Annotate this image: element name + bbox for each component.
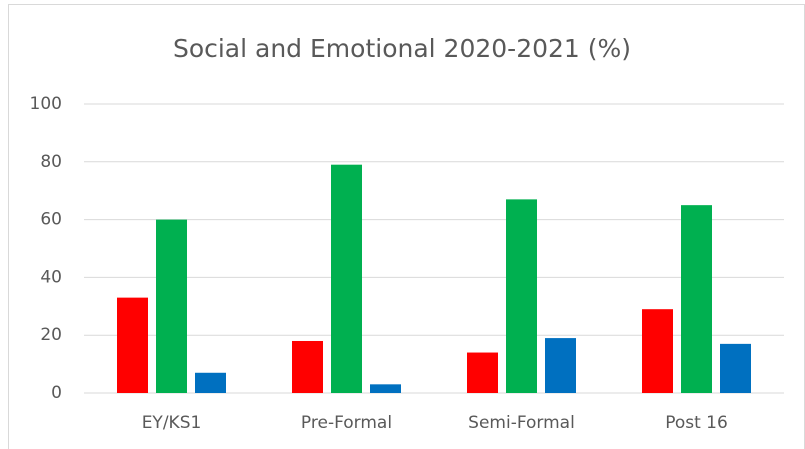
x-tick-label: Semi-Formal xyxy=(468,413,575,433)
bar xyxy=(195,372,226,393)
y-tick-label: 20 xyxy=(40,325,62,345)
bar xyxy=(506,199,537,393)
bar xyxy=(467,352,498,393)
bar xyxy=(370,384,401,393)
x-tick-label: EY/KS1 xyxy=(142,413,202,433)
y-tick-label: 40 xyxy=(40,267,62,287)
bar xyxy=(642,309,673,393)
x-tick-label: Pre-Formal xyxy=(301,413,392,433)
x-tick-label: Post 16 xyxy=(665,413,728,433)
chart-title: Social and Emotional 2020-2021 (%) xyxy=(173,34,631,63)
bar xyxy=(292,340,323,393)
bar xyxy=(720,343,751,393)
bar xyxy=(545,338,576,393)
y-tick-label: 80 xyxy=(40,152,62,172)
bar xyxy=(156,219,187,393)
bar xyxy=(681,205,712,393)
y-tick-label: 0 xyxy=(51,383,62,403)
y-tick-label: 60 xyxy=(40,210,62,230)
y-tick-label: 100 xyxy=(30,94,62,114)
bar xyxy=(331,164,362,393)
bar xyxy=(117,297,148,393)
